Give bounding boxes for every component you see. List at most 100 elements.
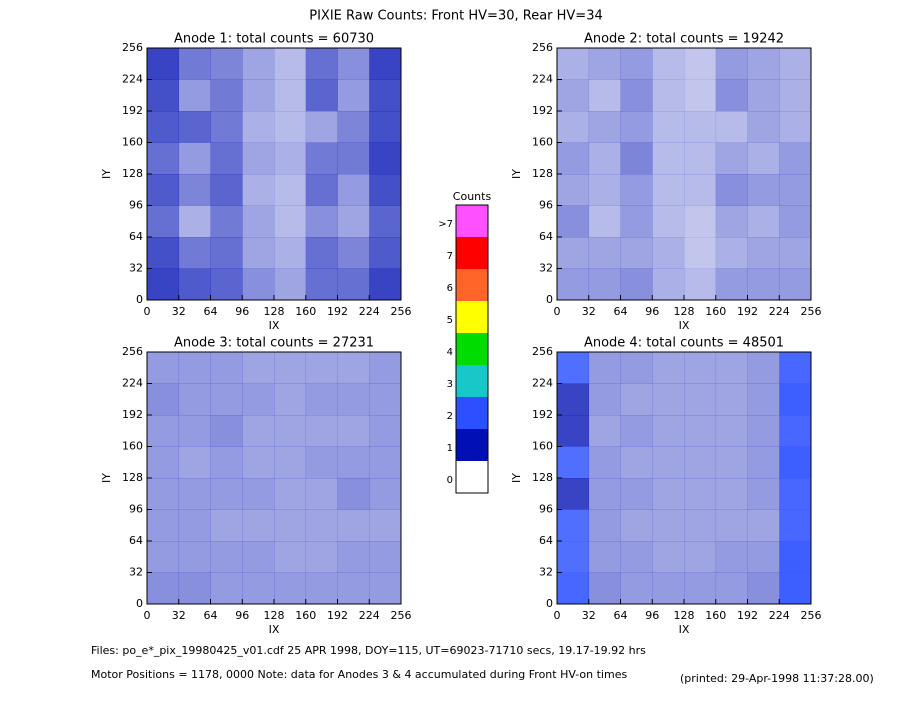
colorbar-label: 6 [447, 283, 453, 294]
heat-cell [588, 352, 621, 384]
heat-cell [369, 48, 402, 80]
heat-cell [557, 478, 590, 510]
heat-cell [620, 352, 653, 384]
heat-cell [305, 415, 338, 447]
heat-cell [684, 509, 717, 542]
heat-cell [147, 541, 180, 573]
heat-cell [652, 174, 685, 206]
x-axis-label: IX [679, 623, 690, 636]
y-tick-label: 128 [122, 167, 143, 180]
heat-cell [588, 237, 621, 269]
x-axis-label: IX [269, 623, 280, 636]
heat-cell [210, 415, 243, 447]
heat-cell [557, 142, 590, 175]
colorbar-box [456, 365, 488, 397]
heat-cell [715, 79, 748, 112]
heat-cell [652, 541, 685, 573]
heat-cell [684, 352, 717, 384]
heat-cell [747, 111, 780, 143]
heat-cell [369, 268, 402, 301]
y-tick-label: 192 [122, 104, 143, 117]
heat-cell [779, 111, 812, 143]
heat-cell [588, 541, 621, 573]
colorbar-box [456, 301, 488, 333]
heat-cell [715, 48, 748, 80]
heat-cell [779, 446, 812, 479]
heat-cell [210, 572, 243, 605]
heat-cell [305, 205, 338, 238]
heat-cell [178, 79, 211, 112]
heat-cell [557, 415, 590, 447]
heat-cell [147, 509, 180, 542]
colorbar-frame [455, 204, 489, 494]
heat-cell [652, 572, 685, 605]
colorbar-title: Counts [453, 190, 492, 203]
heat-cell [620, 48, 653, 80]
heat-cell [620, 572, 653, 605]
heat-cell [557, 205, 590, 238]
heat-cell [305, 541, 338, 573]
heat-cell [178, 352, 211, 384]
heat-cell [779, 174, 812, 206]
heat-cell [557, 237, 590, 269]
y-tick-label: 32 [129, 262, 143, 275]
heat-cell [684, 541, 717, 573]
heat-cell [652, 352, 685, 384]
heat-cell [274, 541, 307, 573]
heat-cell [588, 142, 621, 175]
heat-cell [747, 509, 780, 542]
heat-cell [337, 79, 370, 112]
heat-cell [747, 572, 780, 605]
heat-cell [715, 142, 748, 175]
x-tick-label: 96 [645, 609, 659, 622]
heat-cell [747, 478, 780, 510]
heat-cell [210, 205, 243, 238]
heat-cell [652, 111, 685, 143]
heat-cell [369, 111, 402, 143]
y-tick-label: 128 [122, 471, 143, 484]
heat-cell [210, 237, 243, 269]
x-tick-label: 0 [554, 305, 561, 318]
heat-cell [779, 142, 812, 175]
x-tick-label: 256 [801, 609, 822, 622]
x-tick-label: 0 [144, 609, 151, 622]
heat-cell [715, 446, 748, 479]
y-tick-label: 256 [532, 345, 553, 358]
x-tick-label: 0 [144, 305, 151, 318]
heat-cell [684, 48, 717, 80]
heat-cell [178, 174, 211, 206]
heat-cell [147, 352, 180, 384]
heat-cell [620, 415, 653, 447]
x-tick-label: 256 [801, 305, 822, 318]
heat-cell [747, 205, 780, 238]
x-tick-label: 160 [295, 609, 316, 622]
y-tick-label: 128 [532, 167, 553, 180]
heat-cell [305, 572, 338, 605]
heat-cell [620, 478, 653, 510]
heat-cell [178, 111, 211, 143]
heat-cell [242, 174, 275, 206]
heat-cell [210, 352, 243, 384]
heat-cell [369, 446, 402, 479]
heat-cell [620, 446, 653, 479]
heat-cell [715, 572, 748, 605]
heat-cell [178, 205, 211, 238]
colorbar-box [456, 429, 488, 461]
heat-cell [715, 509, 748, 542]
heat-cell [715, 415, 748, 447]
heat-cell [684, 111, 717, 143]
heat-cell [588, 415, 621, 447]
colorbar-label: 5 [447, 315, 453, 326]
y-tick-label: 96 [129, 199, 143, 212]
y-tick-label: 0 [136, 293, 143, 306]
heat-cell [337, 48, 370, 80]
heat-cell [369, 205, 402, 238]
heat-cell [779, 572, 812, 605]
y-tick-label: 256 [532, 41, 553, 54]
y-tick-label: 160 [532, 440, 553, 453]
heat-cell [305, 111, 338, 143]
figure-title: PIXIE Raw Counts: Front HV=30, Rear HV=3… [309, 9, 603, 24]
x-tick-label: 32 [172, 305, 186, 318]
x-tick-label: 32 [172, 609, 186, 622]
